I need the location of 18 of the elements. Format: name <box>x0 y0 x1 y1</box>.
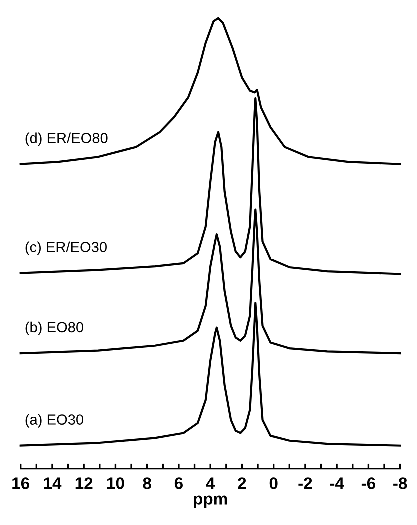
x-tick-label: -8 <box>394 478 408 490</box>
x-tick-label: -2 <box>298 478 312 490</box>
x-axis-title: ppm <box>194 496 228 508</box>
series-label: (c) ER/EO30 <box>26 242 107 256</box>
x-tick-label: 6 <box>174 478 183 490</box>
x-tick-label: -4 <box>330 478 344 490</box>
series-label: (b) EO80 <box>26 322 84 336</box>
x-tick-label: 12 <box>76 478 93 490</box>
series-label: (d) ER/EO80 <box>26 132 108 146</box>
x-tick-label: 4 <box>206 478 216 490</box>
x-tick-label: 0 <box>270 478 278 490</box>
x-tick-label: -6 <box>362 478 376 490</box>
x-tick-label: 2 <box>238 478 246 490</box>
x-tick-label: 8 <box>143 478 152 490</box>
x-tick-label: 14 <box>44 478 62 490</box>
x-tick-label: 16 <box>12 478 30 490</box>
series-label: (a) EO30 <box>26 414 84 428</box>
x-tick-label: 10 <box>108 478 124 490</box>
